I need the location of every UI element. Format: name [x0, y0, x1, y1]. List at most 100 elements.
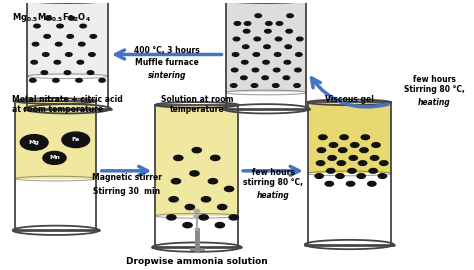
Circle shape: [99, 79, 105, 82]
Circle shape: [265, 22, 272, 25]
Circle shape: [242, 60, 248, 64]
Circle shape: [244, 22, 251, 25]
Circle shape: [285, 45, 292, 49]
Circle shape: [68, 16, 75, 20]
Circle shape: [76, 79, 82, 82]
Text: Stirring 80 °C,: Stirring 80 °C,: [404, 85, 465, 94]
Circle shape: [351, 143, 359, 147]
Circle shape: [372, 143, 380, 147]
Circle shape: [357, 174, 365, 178]
Text: Stirring 30  min: Stirring 30 min: [93, 187, 160, 196]
Circle shape: [317, 161, 325, 166]
Circle shape: [231, 68, 238, 72]
Circle shape: [89, 53, 95, 56]
Circle shape: [87, 71, 94, 75]
Circle shape: [190, 171, 199, 176]
Circle shape: [348, 168, 356, 173]
Circle shape: [65, 53, 72, 56]
Circle shape: [218, 204, 227, 210]
Text: Dropwise ammonia solution: Dropwise ammonia solution: [126, 258, 268, 266]
Circle shape: [378, 174, 387, 178]
Circle shape: [346, 181, 355, 186]
Circle shape: [273, 68, 280, 72]
Polygon shape: [27, 0, 108, 76]
Circle shape: [358, 161, 367, 166]
Circle shape: [287, 14, 293, 18]
Text: few hours: few hours: [413, 75, 456, 83]
Circle shape: [55, 42, 62, 46]
Circle shape: [369, 168, 377, 173]
Circle shape: [264, 29, 271, 33]
Circle shape: [294, 84, 300, 87]
Text: Fe: Fe: [72, 137, 80, 142]
Circle shape: [252, 68, 259, 72]
Circle shape: [192, 148, 201, 153]
Polygon shape: [308, 102, 391, 173]
Circle shape: [368, 181, 376, 186]
Circle shape: [32, 42, 39, 46]
Text: Muffle furnace: Muffle furnace: [135, 58, 199, 67]
Circle shape: [20, 135, 48, 150]
Circle shape: [199, 215, 208, 220]
Text: 400 °C, 3 hours: 400 °C, 3 hours: [134, 46, 200, 55]
Circle shape: [208, 178, 218, 184]
Circle shape: [183, 222, 192, 228]
Circle shape: [90, 35, 97, 38]
Circle shape: [67, 35, 73, 38]
Circle shape: [57, 24, 64, 28]
Circle shape: [274, 53, 281, 56]
Polygon shape: [155, 105, 238, 216]
Circle shape: [80, 24, 86, 28]
Circle shape: [275, 37, 282, 41]
Circle shape: [169, 197, 178, 202]
Circle shape: [349, 156, 357, 160]
Circle shape: [337, 161, 346, 166]
Circle shape: [29, 79, 36, 82]
Circle shape: [172, 178, 181, 184]
Circle shape: [328, 156, 336, 160]
Circle shape: [62, 132, 90, 148]
Circle shape: [254, 37, 261, 41]
Text: stirring 80 °C,: stirring 80 °C,: [243, 178, 303, 187]
Circle shape: [44, 35, 50, 38]
Circle shape: [46, 16, 52, 20]
Circle shape: [284, 60, 291, 64]
Circle shape: [273, 84, 279, 87]
Circle shape: [283, 76, 290, 80]
Circle shape: [232, 53, 239, 56]
Text: Magnetic stirrer: Magnetic stirrer: [91, 173, 162, 182]
Circle shape: [264, 45, 270, 49]
Circle shape: [286, 29, 292, 33]
Circle shape: [43, 53, 49, 56]
Circle shape: [297, 37, 303, 41]
Circle shape: [185, 204, 194, 210]
Circle shape: [327, 168, 335, 173]
Circle shape: [276, 22, 283, 25]
Circle shape: [234, 22, 241, 25]
Circle shape: [338, 148, 347, 153]
Circle shape: [41, 71, 47, 75]
Polygon shape: [226, 0, 307, 93]
Circle shape: [296, 53, 302, 56]
Polygon shape: [16, 101, 96, 178]
Circle shape: [325, 181, 334, 186]
Circle shape: [360, 148, 368, 153]
Text: $\mathbf{Mg_{0.5}Mn_{0.5}Fe_2O_4}$: $\mathbf{Mg_{0.5}Mn_{0.5}Fe_2O_4}$: [12, 11, 91, 23]
Circle shape: [210, 155, 220, 160]
Text: heating: heating: [256, 191, 289, 200]
Circle shape: [241, 76, 247, 80]
Circle shape: [329, 143, 337, 147]
Circle shape: [194, 215, 200, 218]
Circle shape: [79, 42, 85, 46]
Circle shape: [340, 135, 348, 140]
Circle shape: [233, 37, 240, 41]
Circle shape: [201, 197, 210, 202]
Circle shape: [263, 60, 269, 64]
Text: Mg: Mg: [29, 140, 39, 145]
Circle shape: [173, 155, 183, 160]
Circle shape: [319, 135, 327, 140]
Text: heating: heating: [418, 98, 451, 107]
Circle shape: [295, 68, 301, 72]
Text: Viscous gel: Viscous gel: [325, 94, 374, 104]
Circle shape: [43, 151, 66, 164]
